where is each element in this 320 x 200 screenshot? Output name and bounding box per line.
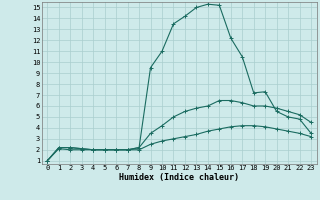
X-axis label: Humidex (Indice chaleur): Humidex (Indice chaleur) [119,173,239,182]
